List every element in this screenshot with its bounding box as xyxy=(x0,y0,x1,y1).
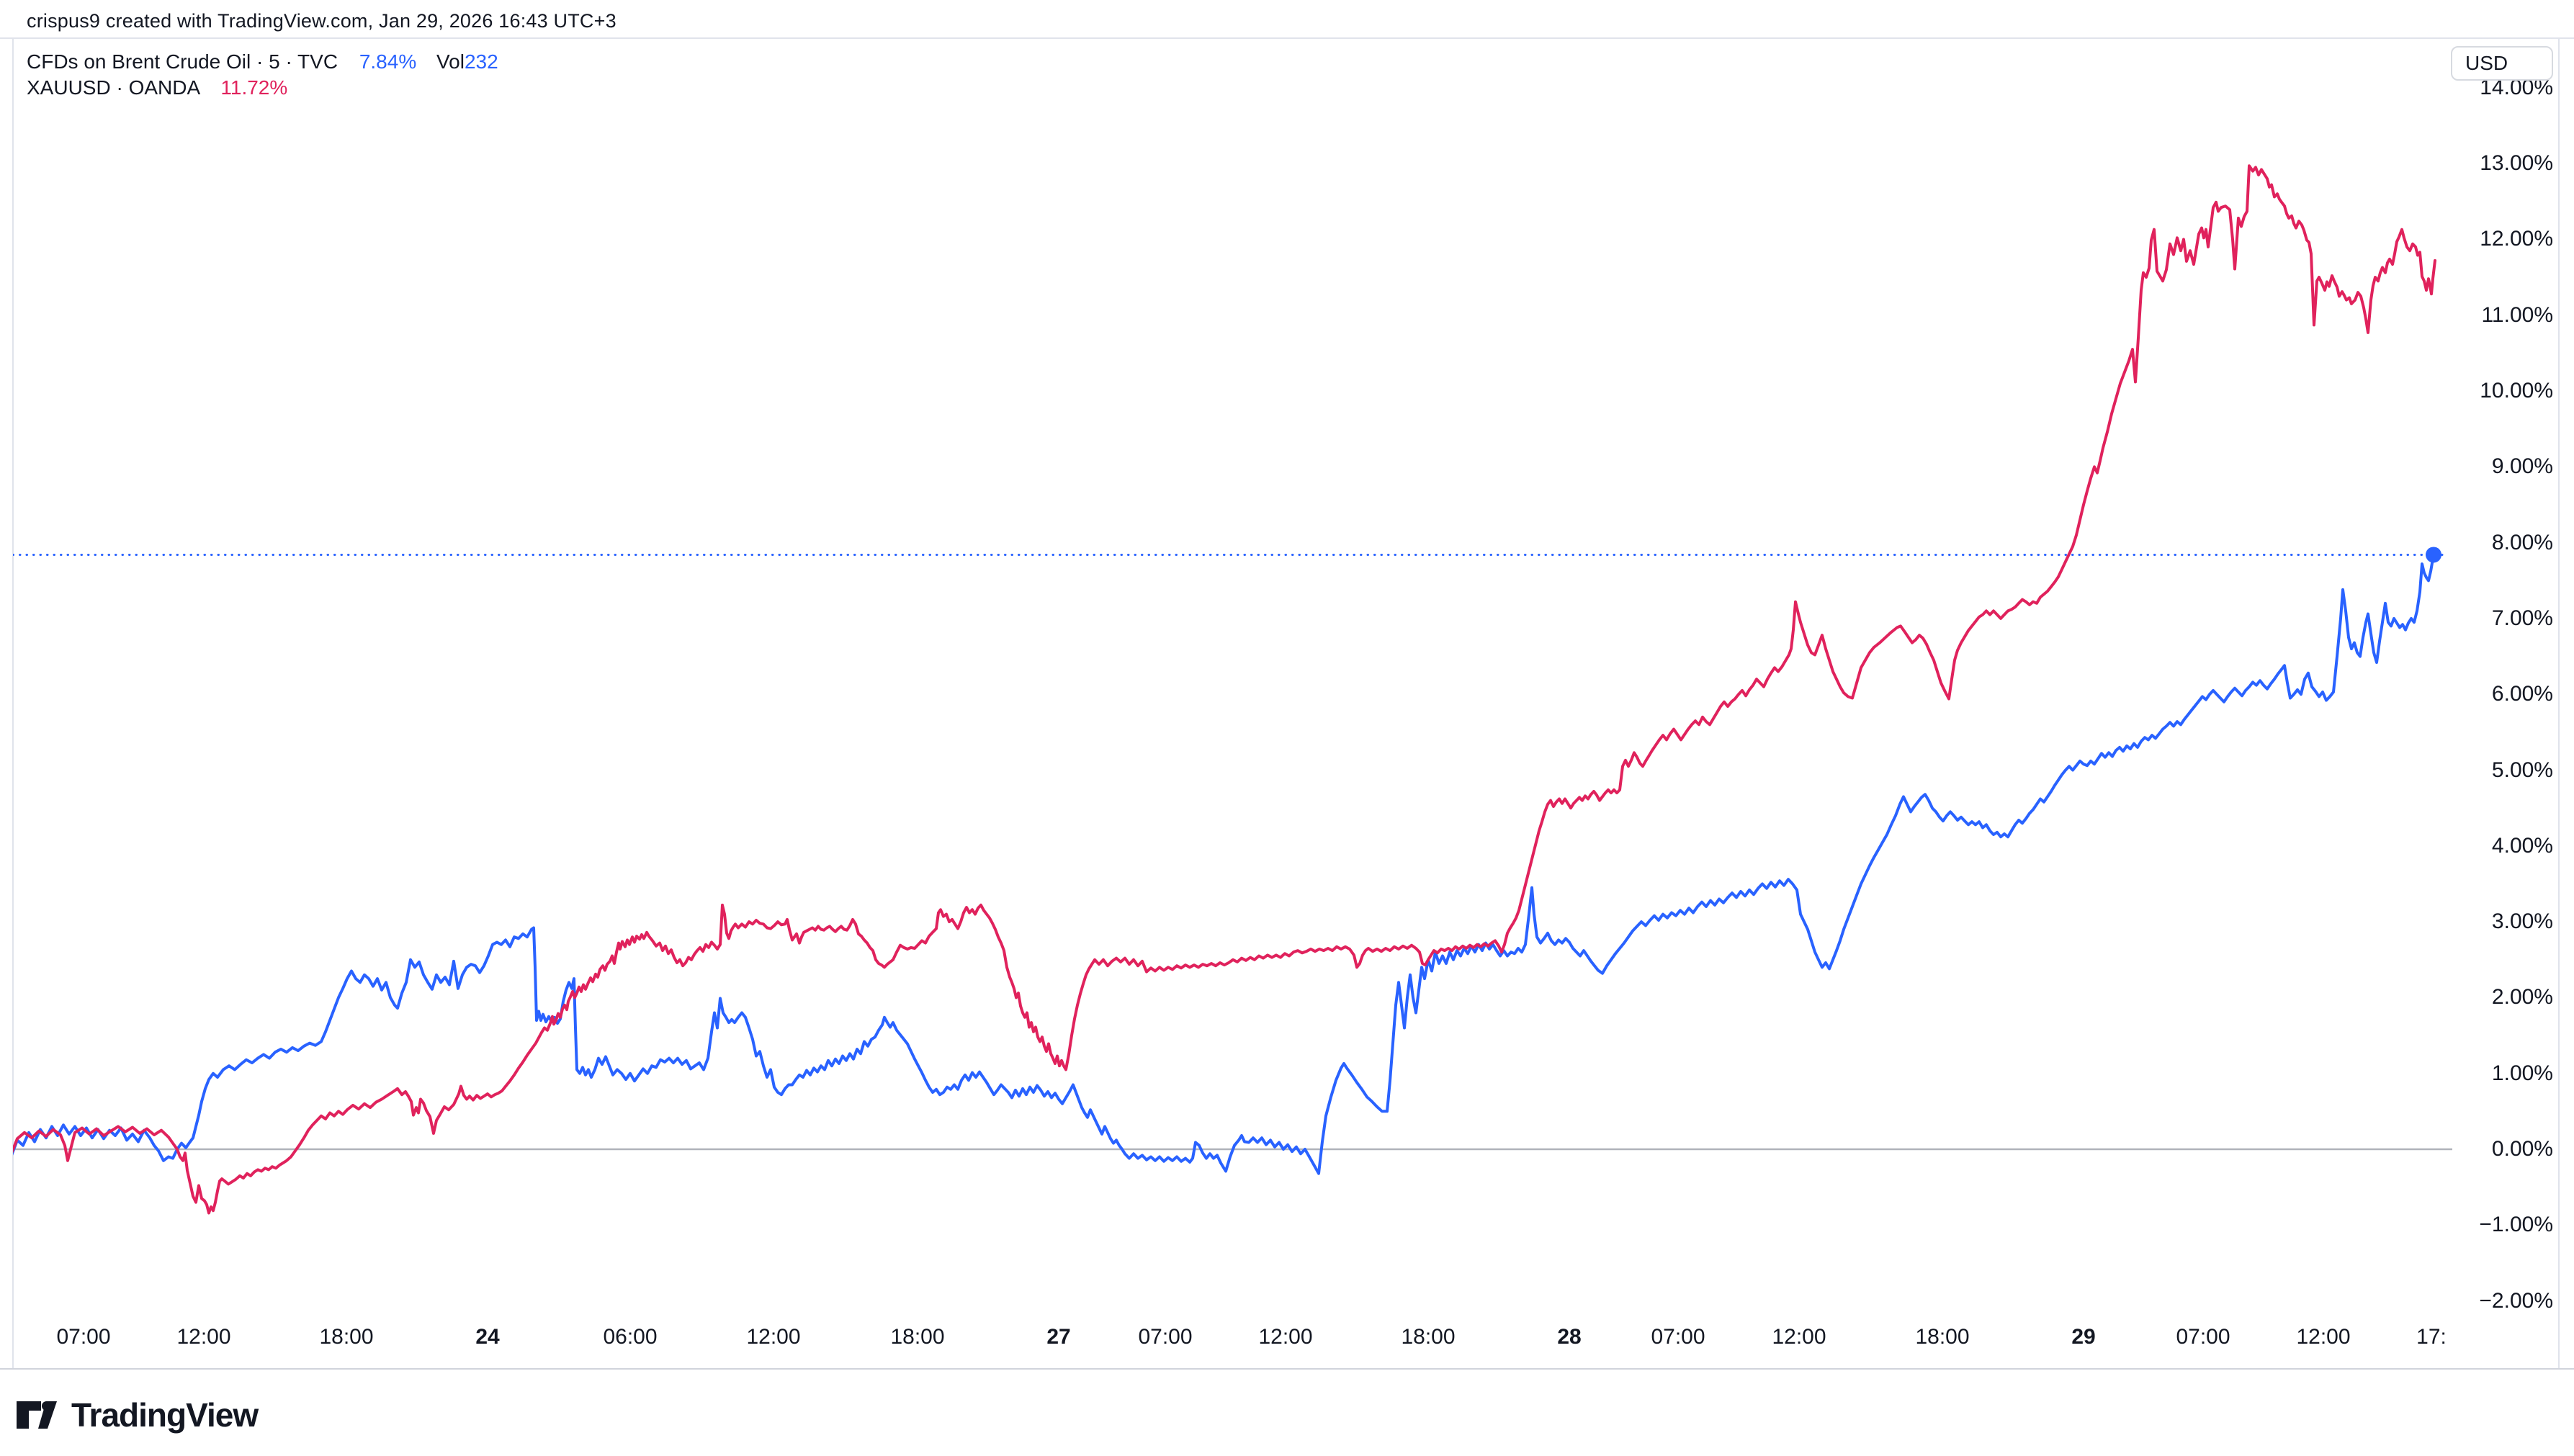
y-axis-label: 2.00% xyxy=(2491,985,2553,1010)
x-axis-label: 12:00 xyxy=(1258,1325,1313,1349)
x-axis-label: 18:00 xyxy=(890,1325,945,1349)
attribution-text: crispus9 created with TradingView.com, J… xyxy=(27,10,616,32)
legend-brent-vol-label: Vol xyxy=(436,50,465,73)
y-axis-label: 4.00% xyxy=(2491,833,2553,858)
x-axis-label: 06:00 xyxy=(603,1325,658,1349)
x-axis-label: 18:00 xyxy=(1401,1325,1456,1349)
y-axis-label: −2.00% xyxy=(2479,1288,2553,1313)
x-axis-label: 07:00 xyxy=(1651,1325,1705,1349)
chart-top-border xyxy=(0,37,2574,39)
y-axis-label: −1.00% xyxy=(2479,1213,2553,1237)
y-axis-label: 5.00% xyxy=(2491,758,2553,782)
x-axis-label: 07:00 xyxy=(2176,1325,2230,1349)
legend-row-brent[interactable]: CFDs on Brent Crude Oil · 5 · TVC 7.84% … xyxy=(27,49,498,75)
x-axis-label: 29 xyxy=(2071,1325,2096,1349)
x-axis-label: 18:00 xyxy=(1915,1325,1970,1349)
x-axis-label: 12:00 xyxy=(746,1325,801,1349)
y-axis-label: 13.00% xyxy=(2480,151,2553,176)
currency-button[interactable]: USD xyxy=(2451,46,2553,81)
legend: CFDs on Brent Crude Oil · 5 · TVC 7.84% … xyxy=(27,49,498,101)
legend-xauusd-title: XAUUSD · OANDA xyxy=(27,76,199,99)
chart-bottom-border xyxy=(0,1368,2574,1370)
legend-brent-change: 7.84% xyxy=(359,50,417,73)
y-axis-label: 0.00% xyxy=(2491,1137,2553,1161)
y-axis-label: 6.00% xyxy=(2491,682,2553,706)
y-axis-label: 7.00% xyxy=(2491,606,2553,630)
tradingview-logo[interactable]: TradingView xyxy=(17,1396,259,1434)
y-axis-label: 10.00% xyxy=(2480,379,2553,403)
x-axis-label: 12:00 xyxy=(2296,1325,2351,1349)
y-axis-label: 11.00% xyxy=(2481,302,2553,327)
y-axis-label: 9.00% xyxy=(2491,454,2553,479)
time-axis[interactable]: 07:00 12:00 18:00 24 06:00 12:00 18:00 27 07:00 1… xyxy=(0,1325,2574,1427)
last-price-marker xyxy=(2426,547,2441,563)
y-axis-label: 8.00% xyxy=(2491,530,2553,554)
chart-canvas[interactable] xyxy=(13,38,2452,1369)
x-axis-label: 12:00 xyxy=(1772,1325,1826,1349)
legend-row-xauusd[interactable]: XAUUSD · OANDA 11.72% xyxy=(27,75,498,101)
x-axis-label: 07:00 xyxy=(56,1325,111,1349)
y-axis-label: 1.00% xyxy=(2491,1061,2553,1085)
y-axis-label: 12.00% xyxy=(2480,227,2553,251)
x-axis-label: 28 xyxy=(1557,1325,1582,1349)
tradingview-logo-text: TradingView xyxy=(71,1396,259,1434)
price-axis[interactable]: 14.00% 13.00% 12.00% 11.00% 10.00% 9.00% 8.00%… xyxy=(2452,38,2559,1369)
x-axis-label: 24 xyxy=(475,1325,500,1349)
series-line-brent xyxy=(13,553,2435,1175)
legend-brent-title: CFDs on Brent Crude Oil · 5 · TVC xyxy=(27,50,338,73)
x-axis-label: 07:00 xyxy=(1138,1325,1193,1349)
series-line-xauusd xyxy=(13,164,2436,1215)
tradingview-logo-icon xyxy=(17,1401,57,1429)
y-axis-label: 3.00% xyxy=(2491,909,2553,934)
legend-xauusd-change: 11.72% xyxy=(220,76,288,99)
x-axis-label: 12:00 xyxy=(176,1325,231,1349)
chart-right-border xyxy=(2558,38,2560,1369)
x-axis-label: 18:00 xyxy=(319,1325,374,1349)
x-axis-label: 17: xyxy=(2416,1325,2447,1349)
legend-brent-vol-value: 232 xyxy=(464,50,498,73)
x-axis-label: 27 xyxy=(1046,1325,1071,1349)
chart-left-border xyxy=(12,38,14,1369)
